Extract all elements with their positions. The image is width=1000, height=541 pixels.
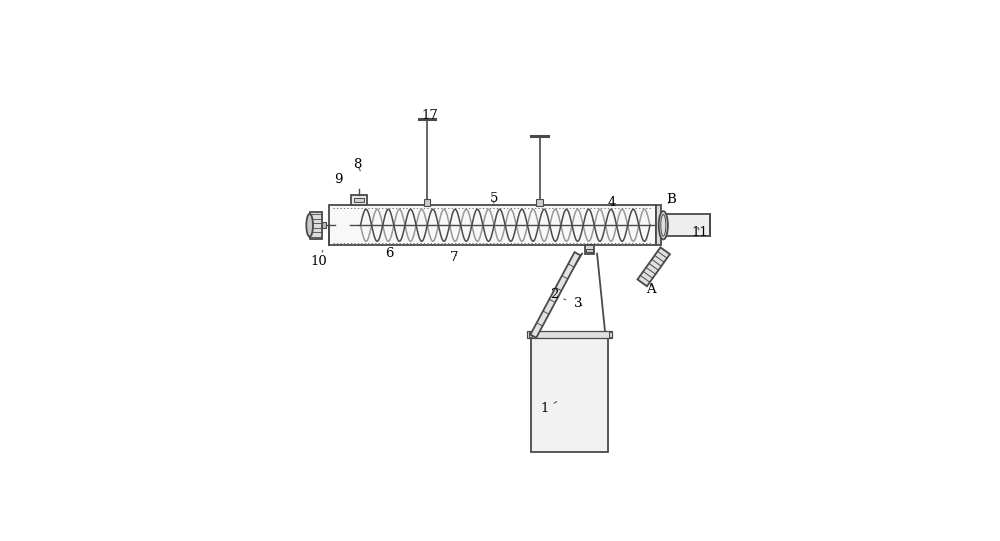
Bar xyxy=(310,212,322,239)
Text: 1: 1 xyxy=(540,401,557,415)
Ellipse shape xyxy=(659,211,668,240)
Text: 3: 3 xyxy=(574,296,583,309)
Bar xyxy=(665,214,710,236)
Bar xyxy=(529,332,532,337)
Text: 10: 10 xyxy=(310,250,327,268)
Text: 7: 7 xyxy=(450,251,458,264)
Bar xyxy=(586,249,593,252)
Bar xyxy=(351,195,367,205)
Text: 8: 8 xyxy=(353,159,361,171)
Polygon shape xyxy=(530,252,580,338)
Text: 2: 2 xyxy=(550,288,566,301)
Polygon shape xyxy=(637,247,670,286)
Text: B: B xyxy=(666,193,676,206)
Bar xyxy=(354,198,364,202)
Bar xyxy=(536,199,543,206)
Bar xyxy=(609,332,612,337)
Text: 9: 9 xyxy=(335,173,343,186)
Text: 17: 17 xyxy=(422,109,438,122)
Text: 6: 6 xyxy=(385,247,394,260)
Bar xyxy=(424,199,430,206)
Text: 11: 11 xyxy=(692,226,708,239)
Text: 4: 4 xyxy=(607,196,616,209)
Ellipse shape xyxy=(306,214,313,237)
Bar xyxy=(527,331,612,338)
Bar xyxy=(531,338,608,452)
Bar xyxy=(585,245,594,254)
Bar xyxy=(322,222,326,228)
Text: A: A xyxy=(646,282,656,295)
Bar xyxy=(656,205,661,245)
Text: 5: 5 xyxy=(490,192,498,204)
Bar xyxy=(329,205,656,245)
